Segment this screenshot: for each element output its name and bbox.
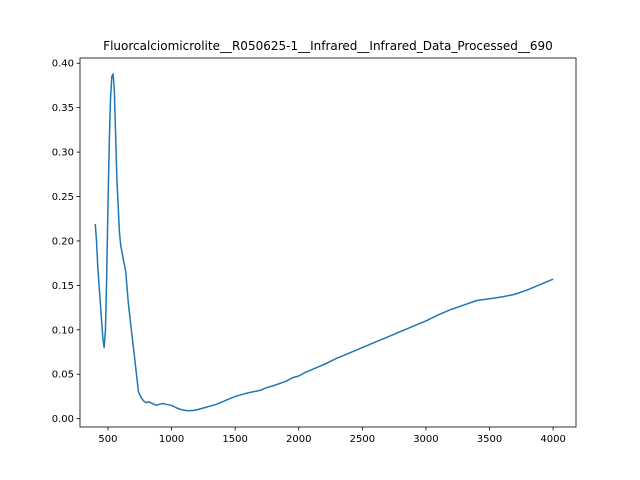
chart-title: Fluorcalciomicrolite__R050625-1__Infrare… [103,39,553,53]
y-tick-label: 0.15 [52,281,74,292]
y-tick-label: 0.00 [52,414,74,425]
y-tick-label: 0.05 [52,370,74,381]
y-tick-label: 0.40 [52,59,74,70]
x-tick-label: 1500 [222,434,247,445]
y-tick-label: 0.10 [52,325,74,336]
y-tick-label: 0.25 [52,192,74,203]
y-axis: 0.00 0.05 0.10 0.15 0.20 0.25 0.30 0.35 0.40 [52,59,80,425]
x-tick-label: 2500 [350,434,375,445]
x-tick-label: 2000 [286,434,311,445]
x-tick-label: 500 [98,434,117,445]
x-tick-label: 3000 [413,434,438,445]
axes-frame [79,57,577,428]
y-tick-label: 0.30 [52,148,74,159]
x-tick-label: 1000 [159,434,184,445]
x-tick-label: 4000 [540,434,565,445]
y-tick-label: 0.20 [52,236,74,247]
y-tick-label: 0.35 [52,103,74,114]
plot-area [79,57,577,428]
x-axis: 500 1000 1500 2000 2500 3000 3500 4000 [98,427,566,445]
series-line-0 [94,73,554,412]
x-tick-label: 3500 [477,434,502,445]
